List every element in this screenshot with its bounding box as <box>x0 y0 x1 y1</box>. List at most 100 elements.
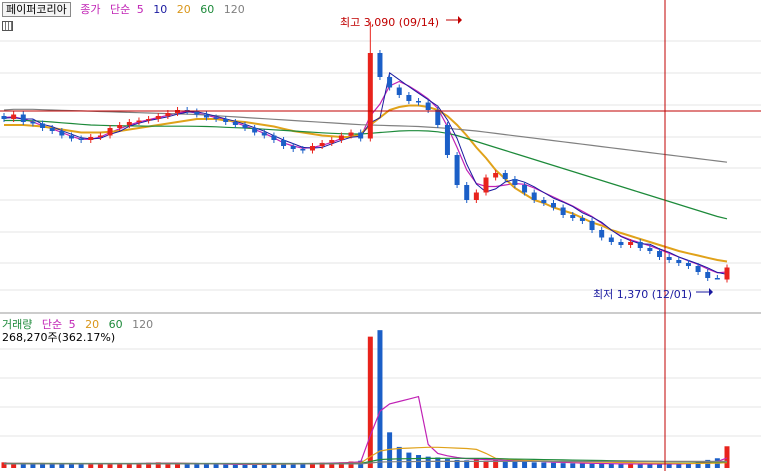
candle-body <box>512 179 518 185</box>
candle-body <box>608 237 614 242</box>
volume-bar <box>252 463 258 468</box>
candle-body <box>88 137 94 140</box>
volume-bar <box>628 464 634 468</box>
candlestick-series <box>1 21 730 283</box>
candle-body <box>49 128 55 131</box>
volume-bar <box>88 463 94 468</box>
volume-bar <box>1 462 7 468</box>
candle-body <box>628 242 634 245</box>
grid-toggle-icon[interactable] <box>2 21 13 31</box>
volume-bar <box>11 463 17 468</box>
volume-bar <box>599 463 605 468</box>
candle-body <box>11 114 17 119</box>
candle-body <box>695 266 701 272</box>
candle-body <box>271 135 277 140</box>
volume-bar <box>454 459 460 468</box>
volume-bar <box>194 464 200 468</box>
volume-bar <box>175 463 181 468</box>
volume-bar <box>657 463 663 468</box>
candle-body <box>68 135 74 139</box>
volume-bar <box>387 432 393 468</box>
volume-bar <box>329 462 335 468</box>
candle-body <box>464 185 470 200</box>
volume-bar <box>425 456 431 468</box>
candle-body <box>281 140 287 146</box>
candle-body <box>290 146 296 149</box>
volume-bar <box>117 463 123 468</box>
candle-body <box>348 132 354 136</box>
candle-body <box>252 128 258 133</box>
price-ma60-line <box>4 119 728 220</box>
candle-body <box>194 111 200 115</box>
volume-bar <box>618 464 624 468</box>
candle-body <box>117 125 123 128</box>
volume-bar <box>165 463 171 468</box>
candle-body <box>377 53 383 77</box>
volume-bar <box>20 463 26 468</box>
candle-body <box>493 173 499 178</box>
volume-bar <box>348 461 354 468</box>
volume-bar <box>126 463 132 468</box>
volume-ma5-label: 5 <box>68 318 76 331</box>
volume-bar <box>396 446 402 468</box>
ma60-label: 60 <box>200 3 215 16</box>
candle-body <box>637 242 643 248</box>
volume-bar <box>232 464 238 468</box>
volume-bar-series <box>1 330 730 468</box>
volume-bar <box>281 463 287 468</box>
price-label: 종가 <box>80 3 101 16</box>
candle-body <box>502 173 508 179</box>
volume-bar <box>522 461 528 468</box>
candle-body <box>444 125 450 155</box>
volume-bar <box>136 463 142 468</box>
candle-body <box>685 263 691 266</box>
low-arrow-head <box>709 288 713 296</box>
candle-body <box>146 119 152 121</box>
volume-bar <box>367 336 373 468</box>
volume-bar <box>377 330 383 468</box>
volume-bar <box>608 463 614 468</box>
price-legend: 페이퍼코리아 종가 단순 5 10 20 60 120 <box>2 2 251 17</box>
volume-bar <box>59 463 65 468</box>
ma120-label: 120 <box>223 3 245 16</box>
candle-body <box>242 125 248 128</box>
last-volume-readout: 268,270주(362.17%) <box>2 331 116 344</box>
volume-bar <box>184 463 190 468</box>
volume-bar <box>78 464 84 468</box>
volume-bar <box>695 462 701 468</box>
volume-ma120-label: 120 <box>132 318 154 331</box>
high-annotation: 최고 3,090 (09/14) <box>340 16 440 29</box>
stock-name-button[interactable]: 페이퍼코리아 <box>2 2 71 17</box>
volume-bar <box>589 463 595 468</box>
candle-body <box>541 200 547 203</box>
volume-bar <box>406 452 412 468</box>
volume-bar <box>473 458 479 468</box>
price-grid <box>0 40 761 314</box>
candle-body <box>78 138 84 140</box>
volume-bar <box>49 464 55 468</box>
volume-bar <box>493 459 499 468</box>
candle-body <box>531 192 537 200</box>
candle-body <box>309 146 315 151</box>
candle-body <box>358 132 364 139</box>
low-annotation: 최저 1,370 (12/01) <box>593 288 693 301</box>
candle-body <box>618 242 624 245</box>
volume-bar <box>30 463 36 468</box>
volume-ma20-label: 20 <box>85 318 100 331</box>
volume-label: 거래량 <box>2 318 33 331</box>
volume-bar <box>531 462 537 468</box>
price-ma10-line <box>3 71 728 275</box>
price-ma120-line <box>3 108 728 163</box>
volume-bar <box>647 464 653 468</box>
volume-bar <box>107 463 113 468</box>
price-moving-averages <box>3 71 728 275</box>
candle-body <box>261 132 267 136</box>
volume-bar <box>676 463 682 468</box>
ma20-label: 20 <box>176 3 191 16</box>
candle-body <box>59 131 65 136</box>
candle-body <box>213 117 219 119</box>
candle-body <box>319 143 325 146</box>
volume-bar <box>560 463 566 468</box>
volume-bar <box>338 462 344 468</box>
